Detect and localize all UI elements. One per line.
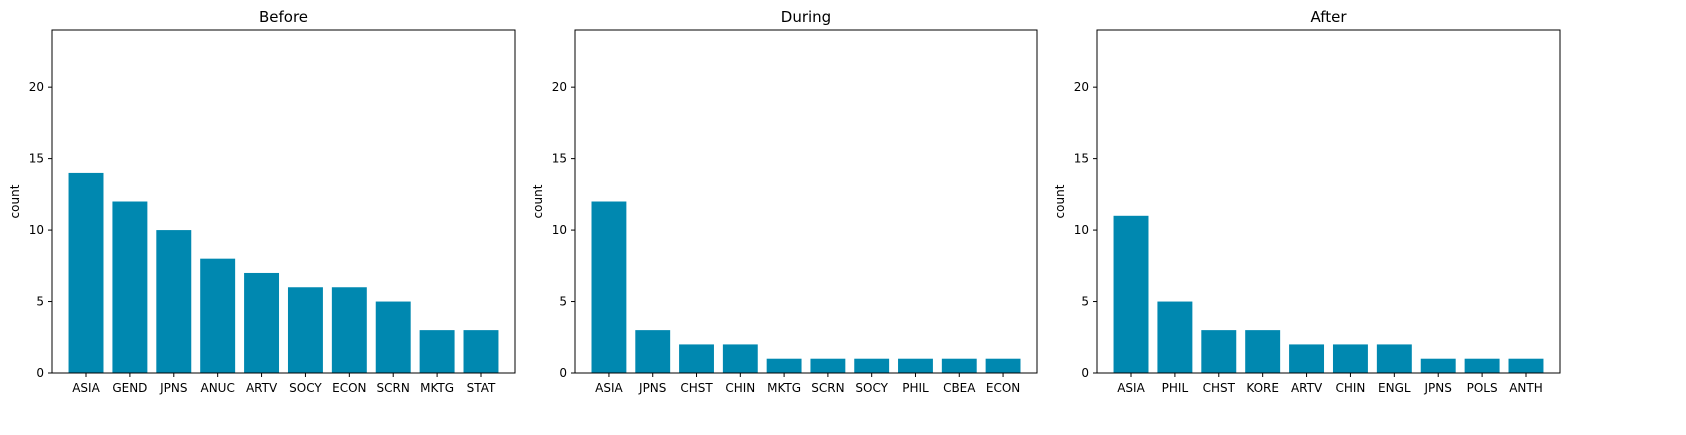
bar-scrn [810, 358, 846, 373]
bar-asia [68, 172, 104, 373]
y-axis-label: count [531, 184, 545, 218]
x-tick-label: JPNS [638, 381, 666, 395]
y-tick-label: 0 [559, 366, 567, 380]
chart-title: After [1310, 8, 1347, 26]
y-tick-label: 10 [1074, 223, 1089, 237]
bar-engl [1376, 344, 1412, 373]
bar-chst [679, 344, 714, 373]
y-tick-label: 10 [552, 223, 567, 237]
x-tick-label: PHIL [902, 381, 929, 395]
bar-chin [1332, 344, 1368, 373]
bar-anuc [200, 258, 236, 373]
y-tick-label: 15 [1074, 152, 1089, 166]
chart-panel-before: Before ASIA GEND JPNS ANUC ARTV SOCY ECON SCRN MK… [8, 8, 516, 395]
bar-cbea [941, 358, 977, 373]
chart-title: During [781, 8, 831, 26]
bar-gend [112, 201, 148, 373]
x-tick-label: SCRN [811, 381, 844, 395]
bar-phil [898, 358, 933, 373]
x-tick-label: ANUC [200, 381, 234, 395]
x-tick-label: MKTG [420, 381, 454, 395]
bar-stat [463, 330, 499, 373]
bar-econ [985, 358, 1021, 373]
x-tick-label: SOCY [855, 381, 888, 395]
x-tick-label: ECON [332, 381, 366, 395]
bar-artv [244, 272, 280, 373]
x-tick-label: ARTV [1291, 381, 1323, 395]
bar-chin [722, 344, 758, 373]
x-tick-label: ASIA [1117, 381, 1145, 395]
bar-asia [591, 201, 627, 373]
x-tick-label: ASIA [595, 381, 623, 395]
x-tick-label: ECON [986, 381, 1020, 395]
bar-econ [331, 287, 367, 373]
x-tick-label: ASIA [72, 381, 100, 395]
x-tick-label: ANTH [1509, 381, 1543, 395]
plot-frame [1096, 29, 1561, 374]
x-tick-label: ENGL [1378, 381, 1411, 395]
chart-panel-after: After ASIA PHIL CHST KORE ARTV CHIN ENGL JPNS POL… [1053, 8, 1561, 395]
y-tick-label: 15 [29, 152, 44, 166]
bar-jpns [156, 230, 192, 373]
bar-kore [1245, 330, 1281, 373]
x-tick-label: SOCY [289, 381, 322, 395]
x-tick-label: CHST [680, 381, 713, 395]
y-tick-label: 20 [1074, 80, 1089, 94]
bar-chst [1201, 330, 1237, 373]
bar-mktg [419, 330, 455, 373]
y-tick-label: 0 [1081, 366, 1089, 380]
x-tick-label: PHIL [1162, 381, 1189, 395]
bar-socy [854, 358, 890, 373]
x-tick-label: MKTG [767, 381, 801, 395]
chart-title: Before [259, 8, 308, 26]
bar-phil [1157, 301, 1193, 373]
x-tick-label: CHIN [1335, 381, 1365, 395]
bar-jpns [635, 330, 671, 373]
bar-jpns [1420, 358, 1456, 373]
bar-artv [1289, 344, 1325, 373]
x-tick-label: JPNS [1424, 381, 1452, 395]
y-tick-label: 5 [1081, 295, 1089, 309]
bar-asia [1113, 215, 1149, 373]
x-tick-label: CBEA [943, 381, 976, 395]
x-tick-label: KORE [1246, 381, 1279, 395]
x-tick-label: POLS [1467, 381, 1498, 395]
bar-anth [1508, 358, 1544, 373]
y-axis-label: count [1053, 184, 1067, 218]
y-tick-label: 0 [36, 366, 44, 380]
y-tick-label: 20 [552, 80, 567, 94]
bar-pols [1464, 358, 1500, 373]
x-tick-label: JPNS [159, 381, 187, 395]
bar-mktg [766, 358, 802, 373]
y-tick-label: 5 [559, 295, 567, 309]
x-tick-label: GEND [112, 381, 147, 395]
y-tick-label: 15 [552, 152, 567, 166]
x-tick-label: STAT [467, 381, 496, 395]
y-tick-label: 5 [36, 295, 44, 309]
y-tick-label: 20 [29, 80, 44, 94]
x-tick-label: ARTV [246, 381, 278, 395]
x-tick-label: CHST [1203, 381, 1236, 395]
y-axis-label: count [8, 184, 22, 218]
bar-scrn [375, 301, 411, 373]
x-tick-label: CHIN [725, 381, 755, 395]
chart-panel-during: During ASIA JPNS CHST CHIN MKTG SCRN SOCY PHIL CB… [531, 8, 1038, 395]
bar-socy [287, 287, 323, 373]
y-tick-label: 10 [29, 223, 44, 237]
plot-frame [574, 29, 1038, 374]
plot-frame [51, 29, 516, 374]
x-tick-label: SCRN [377, 381, 410, 395]
